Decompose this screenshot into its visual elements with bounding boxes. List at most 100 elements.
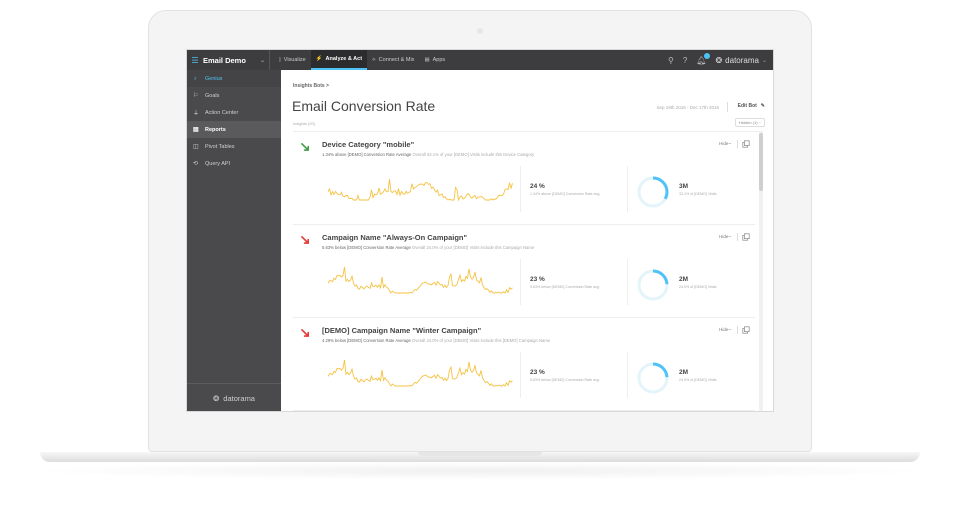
workspace-selector[interactable]: Email Demo ⌄ [203, 56, 269, 65]
metric-value: 23 % [530, 276, 545, 283]
insight-subtitle-extra: Overall 24.0% of your [DEMO] Visits incl… [412, 245, 535, 250]
insights-list: Device Category "mobile" 1.34% above [DE… [293, 131, 761, 412]
reports-icon: ▤ [193, 127, 199, 133]
trend-down-arrow-icon [301, 235, 310, 244]
account-menu[interactable]: ❂ datorama ⌄ [715, 56, 767, 65]
laptop-shadow [20, 462, 940, 480]
hide-insight-button[interactable]: Hide~ [719, 327, 731, 332]
copy-icon[interactable] [742, 233, 750, 241]
datorama-logo-icon: ❂ [715, 55, 723, 65]
copy-icon[interactable] [742, 140, 750, 148]
app-window: ☰ Email Demo ⌄ ⫾ Visualize ⚡ Analyze & A… [186, 49, 774, 412]
sidebar-item-genius[interactable]: ♁ Genius [187, 70, 281, 87]
action-center-icon: ⏚ [193, 111, 200, 117]
divider [627, 352, 628, 398]
divider [520, 259, 521, 305]
hidden-insights-button[interactable]: Hidden (1) ~ [734, 118, 765, 127]
notifications-bell-icon[interactable]: 🔔︎ [696, 52, 711, 65]
reach-block: 2M 24.0% of [DEMO] Visits [679, 369, 716, 382]
insight-subtitle: 4.29% below [DEMO] Conversion Rate Avera… [322, 338, 550, 343]
insight-title: Campaign Name "Always-On Campaign" [322, 233, 468, 242]
laptop-camera [477, 28, 483, 34]
hide-insight-button[interactable]: Hide~ [719, 234, 731, 239]
divider [520, 352, 521, 398]
metric-block: 23 % 5.63% below [DEMO] Conversion Rate … [530, 276, 600, 289]
insight-card [293, 411, 755, 412]
pencil-icon: ✎ [760, 103, 765, 109]
page-title: Email Conversion Rate [292, 98, 436, 114]
lightning-icon: ⚡ [315, 56, 323, 62]
metric-description: 5.63% below [DEMO] Conversion Rate avg. [530, 378, 600, 382]
sidebar-item-label: Reports [205, 126, 226, 133]
laptop-notch [418, 452, 542, 456]
divider [269, 50, 270, 70]
reach-value: 2M [679, 369, 689, 376]
sidebar-item-label: Action Center [205, 109, 239, 116]
scrollbar[interactable] [759, 131, 763, 411]
tab-analyze-act[interactable]: ⚡ Analyze & Act [310, 50, 368, 70]
divider [520, 166, 521, 212]
insight-subtitle-main: 5.63% below [DEMO] Conversion Rate Avera… [322, 245, 411, 250]
bulb-icon: ♁ [193, 75, 198, 82]
tab-connect-mix[interactable]: ⟡ Connect & Mix [367, 50, 419, 70]
date-range[interactable]: Sep 19th 2016 - Dec 17th 2016 [656, 105, 719, 110]
sidebar-item-reports[interactable]: ▤ Reports [187, 121, 281, 138]
reach-description: 24.0% of [DEMO] Visits [679, 285, 717, 289]
tab-apps[interactable]: ▦ Apps [419, 50, 450, 70]
donut-fill [637, 269, 669, 301]
breadcrumb[interactable]: Insights Bots > [293, 83, 329, 89]
laptop-base [40, 452, 920, 462]
sidebar-item-query-api[interactable]: ⟲ Query API [187, 155, 281, 172]
copy-icon[interactable] [742, 326, 750, 334]
sidebar-item-label: Pivot Tables [205, 143, 235, 150]
sidebar-item-action-center[interactable]: ⏚ Action Center [187, 104, 281, 121]
reach-block: 2M 24.0% of [DEMO] Visits [679, 276, 716, 289]
reach-description: 33.1% of [DEMO] Visits [679, 192, 717, 196]
reach-donut-chart [637, 176, 669, 208]
sidebar-item-pivot-tables[interactable]: ◫ Pivot Tables [187, 138, 281, 155]
insights-count: Insights (20) [293, 121, 316, 126]
insight-subtitle-extra: Overall 24.0% of your [DEMO] Visits incl… [412, 338, 551, 343]
scrollbar-thumb[interactable] [759, 133, 763, 191]
sparkline-path [328, 266, 513, 294]
tab-label: Visualize [283, 57, 306, 63]
donut-fill [637, 362, 669, 394]
divider [627, 166, 628, 212]
insight-subtitle-extra: Overall 33.1% of your [DEMO] Visits incl… [412, 152, 535, 157]
metric-block: 23 % 5.63% below [DEMO] Conversion Rate … [530, 369, 600, 382]
notification-badge [704, 52, 711, 59]
apps-grid-icon: ▦ [424, 57, 430, 63]
search-icon[interactable]: ⚲ [668, 55, 674, 65]
chevron-down-icon: ⌄ [259, 57, 265, 64]
insight-subtitle-main: 4.29% below [DEMO] Conversion Rate Avera… [322, 338, 411, 343]
reach-block: 3M 33.1% of [DEMO] Visits [679, 183, 716, 196]
main-content: Insights Bots > Email Conversion Rate Se… [281, 70, 773, 412]
insight-subtitle: 5.63% below [DEMO] Conversion Rate Avera… [322, 245, 534, 250]
tab-visualize[interactable]: ⫾ Visualize [274, 50, 311, 70]
sparkline-chart [328, 179, 513, 202]
pivot-table-icon: ◫ [193, 144, 199, 150]
divider [737, 233, 738, 241]
trend-down-arrow-icon [301, 328, 310, 337]
sidebar: ♁ Genius ⚐ Goals ⏚ Action Center ▤ Repor… [187, 70, 281, 411]
reach-donut-chart [637, 269, 669, 301]
hamburger-menu-icon[interactable]: ☰ [191, 55, 199, 65]
tab-label: Apps [432, 57, 446, 63]
connect-icon: ⟡ [372, 56, 376, 63]
divider [627, 259, 628, 305]
insight-subtitle-main: 1.34% above [DEMO] Conversion Rate Avera… [322, 152, 412, 157]
insight-card: Device Category "mobile" 1.34% above [DE… [293, 132, 755, 225]
hide-insight-button[interactable]: Hide~ [719, 141, 731, 146]
metric-description: 5.63% below [DEMO] Conversion Rate avg. [530, 285, 600, 289]
edit-bot-button[interactable]: Edit Bot ✎ [738, 103, 765, 109]
divider [737, 326, 738, 334]
reach-value: 3M [679, 183, 689, 190]
footer-brand-name: datorama [223, 394, 255, 403]
datorama-logo-icon: ❂ [213, 394, 220, 403]
sidebar-item-label: Goals [205, 92, 220, 99]
reach-value: 2M [679, 276, 689, 283]
bar-chart-icon: ⫾ [279, 56, 281, 63]
sidebar-item-goals[interactable]: ⚐ Goals [187, 87, 281, 104]
edit-bot-label: Edit Bot [737, 103, 757, 109]
help-icon[interactable]: ? [682, 55, 688, 65]
